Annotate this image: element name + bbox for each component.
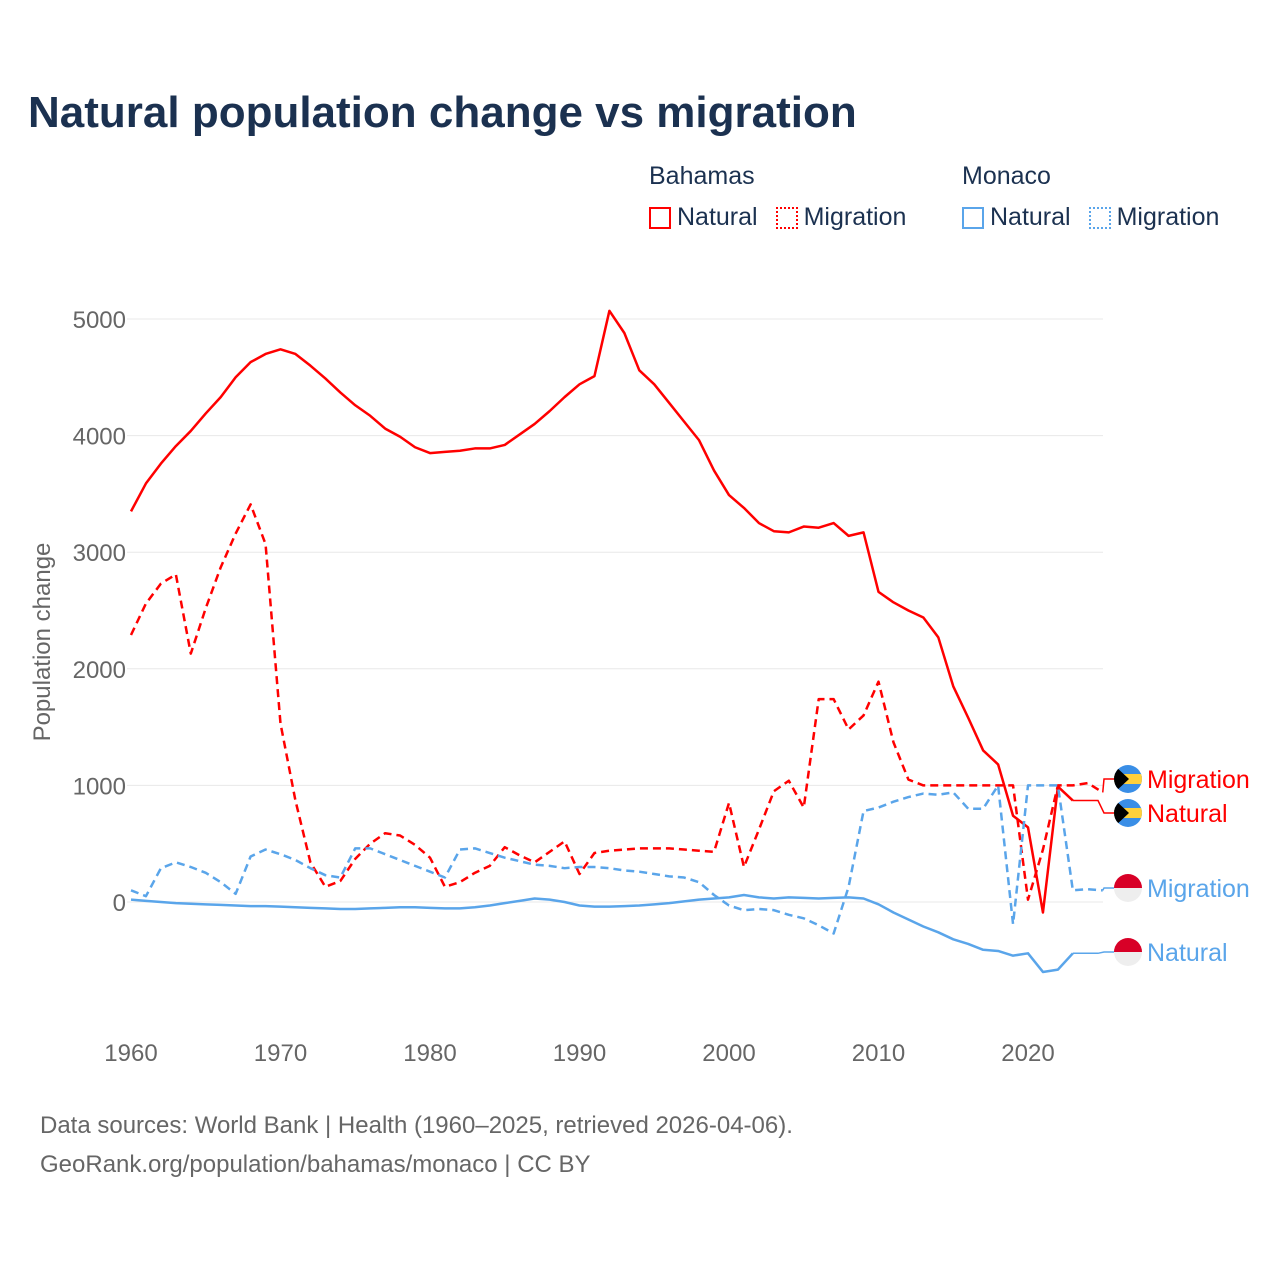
- series-line-bahamas-migration: [129, 503, 1104, 901]
- legend-swatch: [649, 206, 671, 229]
- legend-swatch: [775, 206, 798, 229]
- monaco-flag-icon: [1114, 938, 1142, 966]
- x-tick-label: 2020: [1001, 1040, 1054, 1067]
- series-line-bahamas-natural: [129, 309, 1074, 914]
- y-tick-label: 4000: [73, 424, 126, 451]
- label-connector: [1102, 778, 1114, 793]
- x-tick-label: 2000: [702, 1040, 755, 1067]
- series-line-monaco-natural: [130, 893, 1074, 974]
- end-label: Natural: [1147, 800, 1228, 828]
- legend-item-monaco-natural[interactable]: Natural: [962, 203, 1071, 232]
- legend-item-bahamas-natural[interactable]: Natural: [649, 203, 758, 232]
- x-tick-label: 1970: [254, 1040, 307, 1067]
- legend-swatch: [1088, 206, 1111, 229]
- series-line-monaco-migration: [130, 784, 1103, 935]
- label-connector: [1072, 799, 1114, 814]
- x-tick-label: 2010: [852, 1040, 905, 1067]
- monaco-flag-icon: [1114, 874, 1142, 902]
- legend-group-name: Monaco: [962, 162, 1051, 190]
- end-label: Migration: [1147, 766, 1250, 794]
- y-tick-label: 5000: [73, 307, 126, 334]
- legend-label: Natural: [990, 203, 1071, 231]
- label-connector: [1102, 887, 1114, 891]
- legend-label: Migration: [1116, 203, 1220, 231]
- legend-item-monaco-migration[interactable]: Migration: [1088, 203, 1220, 232]
- chart-title: Natural population change vs migration: [28, 88, 857, 137]
- end-label: Natural: [1147, 939, 1228, 967]
- bahamas-flag-icon: [1114, 799, 1142, 827]
- label-connector: [1072, 951, 1114, 955]
- legend-group-name: Bahamas: [649, 162, 755, 190]
- y-tick-label: 0: [113, 890, 126, 917]
- x-tick-label: 1980: [403, 1040, 456, 1067]
- legend-swatch: [962, 206, 984, 229]
- y-axis-label: Population change: [29, 543, 56, 742]
- x-tick-label: 1990: [553, 1040, 606, 1067]
- legend-item-bahamas-migration[interactable]: Migration: [775, 203, 907, 232]
- footer-link[interactable]: GeoRank.org/population/bahamas/monaco | …: [40, 1151, 591, 1178]
- y-tick-label: 1000: [73, 773, 126, 800]
- legend-label: Migration: [803, 203, 907, 231]
- y-tick-label: 3000: [73, 540, 126, 567]
- legend-group-monaco: Monaco Natural Migration: [962, 162, 1219, 232]
- footer: Data sources: World Bank | Health (1960–…: [40, 1106, 793, 1184]
- footer-sources: Data sources: World Bank | Health (1960–…: [40, 1112, 793, 1139]
- y-tick-label: 2000: [73, 657, 126, 684]
- legend-label: Natural: [677, 203, 758, 231]
- end-label: Migration: [1147, 875, 1250, 903]
- x-tick-label: 1960: [104, 1040, 157, 1067]
- legend-group-bahamas: Bahamas Natural Migration: [649, 162, 906, 232]
- bahamas-flag-icon: [1114, 765, 1142, 793]
